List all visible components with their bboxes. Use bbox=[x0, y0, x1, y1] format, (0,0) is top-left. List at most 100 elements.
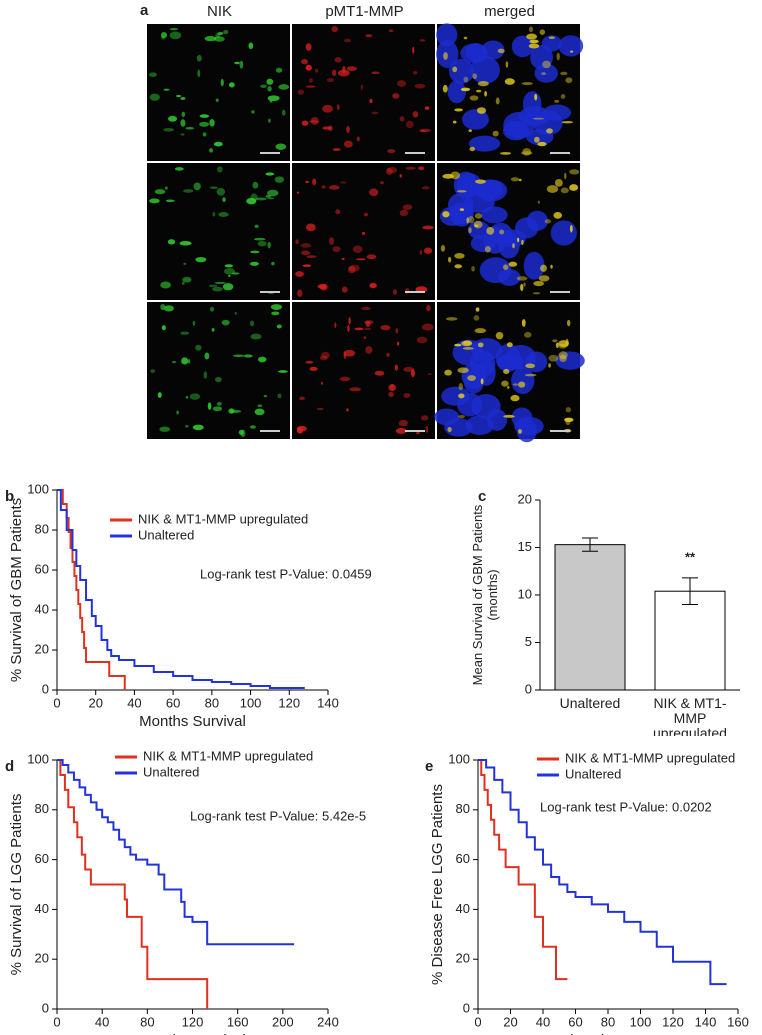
y-tick-label: 20 bbox=[518, 491, 532, 506]
stain bbox=[319, 355, 328, 361]
nucleus bbox=[462, 109, 489, 130]
stain bbox=[440, 244, 446, 252]
nucleus bbox=[436, 23, 458, 47]
stain bbox=[365, 346, 373, 354]
stain bbox=[510, 394, 520, 402]
stain bbox=[565, 338, 569, 347]
y-tick-label: 100 bbox=[27, 751, 49, 766]
stain bbox=[419, 250, 422, 255]
stain bbox=[193, 182, 201, 191]
stain bbox=[416, 431, 420, 435]
stain bbox=[495, 97, 500, 105]
stain bbox=[558, 343, 567, 349]
stain bbox=[315, 68, 319, 73]
x-tick-label: 120 bbox=[662, 1014, 684, 1029]
stain bbox=[161, 35, 165, 40]
stain bbox=[365, 320, 371, 328]
nucleus bbox=[448, 58, 475, 84]
y-tick-label: 20 bbox=[35, 951, 49, 966]
stain bbox=[454, 108, 463, 112]
survival-curve bbox=[57, 759, 209, 1009]
stain bbox=[157, 392, 162, 398]
stain bbox=[369, 188, 379, 197]
stain bbox=[504, 78, 515, 85]
stain bbox=[301, 59, 309, 65]
x-axis-label: Months Survival bbox=[139, 713, 246, 730]
stain bbox=[204, 35, 217, 42]
stain bbox=[467, 375, 477, 381]
x-tick-label: 60 bbox=[166, 695, 180, 710]
x-tick-label: Unaltered bbox=[559, 696, 621, 711]
stain bbox=[561, 121, 574, 124]
stain bbox=[503, 264, 509, 270]
stain bbox=[222, 283, 234, 291]
stain bbox=[508, 261, 518, 267]
label-box: Mean Survival of GBM Patients (months) bbox=[470, 505, 500, 686]
x-tick-label: 240 bbox=[317, 1014, 339, 1029]
stain bbox=[473, 220, 483, 229]
x-tick-label: 120 bbox=[278, 695, 300, 710]
stain bbox=[305, 43, 312, 51]
stain bbox=[397, 341, 400, 346]
stain bbox=[163, 88, 170, 91]
stain bbox=[507, 386, 510, 389]
y-tick-label: 40 bbox=[35, 601, 49, 616]
stain bbox=[540, 264, 548, 272]
stain bbox=[427, 373, 432, 376]
x-tick-label: 0 bbox=[53, 695, 60, 710]
stain bbox=[458, 393, 465, 399]
nucleus bbox=[505, 344, 536, 370]
stain bbox=[518, 429, 522, 434]
nucleus bbox=[481, 40, 505, 60]
stain bbox=[306, 255, 317, 258]
stain bbox=[301, 120, 309, 126]
nucleus bbox=[434, 408, 460, 426]
stain bbox=[560, 94, 566, 99]
stain bbox=[521, 319, 526, 327]
stain bbox=[419, 39, 426, 42]
stain bbox=[253, 237, 266, 241]
stain bbox=[234, 312, 237, 315]
x-tick-label: 60 bbox=[568, 1014, 582, 1029]
y-tick-label: 60 bbox=[35, 561, 49, 576]
stain bbox=[569, 169, 580, 175]
x-axis-label: Months Disease Free bbox=[537, 1032, 680, 1035]
stain bbox=[243, 354, 253, 358]
stain bbox=[506, 342, 513, 348]
stain bbox=[199, 121, 209, 127]
stain bbox=[505, 61, 509, 68]
y-tick-label: 80 bbox=[35, 801, 49, 816]
stain bbox=[484, 245, 491, 253]
stain bbox=[556, 52, 560, 61]
bar bbox=[554, 544, 626, 691]
stain bbox=[533, 280, 544, 287]
stain bbox=[331, 25, 339, 33]
stain bbox=[554, 99, 560, 103]
stain bbox=[520, 283, 524, 292]
stain bbox=[424, 106, 430, 110]
x-tick-label: 140 bbox=[695, 1014, 717, 1029]
nucleus bbox=[452, 339, 484, 366]
stain bbox=[542, 60, 551, 69]
stain bbox=[425, 425, 429, 434]
stain bbox=[180, 97, 186, 100]
stain bbox=[355, 258, 366, 261]
stain bbox=[532, 117, 545, 120]
y-tick-label: 20 bbox=[456, 951, 470, 966]
panel-label: c bbox=[478, 488, 486, 505]
stain bbox=[214, 281, 227, 284]
stain bbox=[149, 198, 160, 204]
stain bbox=[213, 36, 225, 42]
stain bbox=[180, 331, 190, 335]
stain bbox=[364, 327, 372, 331]
stain bbox=[221, 319, 230, 326]
stain bbox=[405, 288, 410, 294]
column-label: merged bbox=[484, 3, 535, 20]
y-tick-label: 0 bbox=[42, 1000, 49, 1015]
stain bbox=[252, 181, 259, 189]
stain bbox=[570, 50, 574, 53]
x-tick-label: 200 bbox=[272, 1014, 294, 1029]
stain bbox=[469, 95, 479, 101]
stain bbox=[468, 216, 475, 224]
